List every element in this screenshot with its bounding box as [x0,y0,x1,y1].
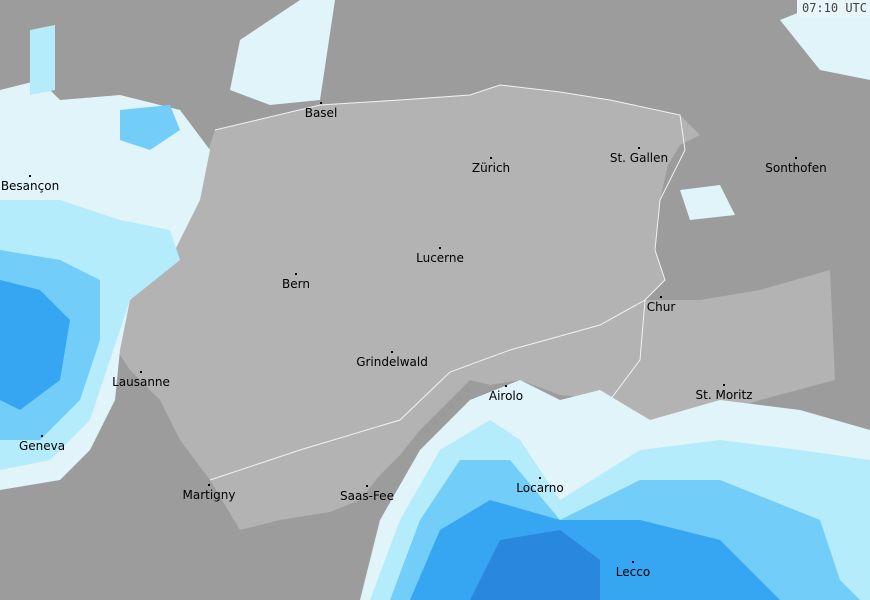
city-dot [140,371,142,373]
city-dot [366,485,368,487]
city-dot [490,157,492,159]
city-dot [505,385,507,387]
city-z-rich: Zürich [472,157,510,175]
city-st-gallen: St. Gallen [610,147,668,165]
city-dot [439,247,441,249]
city-geneva: Geneva [19,435,65,453]
city-label: Saas-Fee [340,489,394,503]
city-dot [320,102,322,104]
city-grindelwald: Grindelwald [356,351,428,369]
city-label: Basel [305,106,338,120]
city-label: Lecco [616,565,650,579]
city-dot [208,484,210,486]
city-label: St. Moritz [696,388,753,402]
city-airolo: Airolo [489,385,523,403]
city-dot [391,351,393,353]
city-dot [539,477,541,479]
city-dot [632,561,634,563]
city-bern: Bern [282,273,310,291]
city-martigny: Martigny [182,484,236,502]
city-besan-on: Besançon [1,175,59,193]
city-label: St. Gallen [610,151,668,165]
city-st-moritz: St. Moritz [696,384,753,402]
city-lucerne: Lucerne [416,247,464,265]
city-dot [723,384,725,386]
city-label: Lucerne [416,251,464,265]
borders [209,84,686,481]
city-label: Martigny [182,488,235,502]
city-locarno: Locarno [516,477,564,495]
city-chur: Chur [647,296,676,314]
city-label: Chur [647,300,676,314]
city-dot [660,296,662,298]
city-lecco: Lecco [616,561,650,579]
city-label: Sonthofen [765,161,826,175]
city-markers: Basel Zürich St. Gallen Sonthofen Besançon Lu… [1,102,827,579]
city-dot [795,157,797,159]
timestamp: 07:10 UTC [796,0,870,17]
city-label: Besançon [1,179,59,193]
city-label: Airolo [489,389,523,403]
city-lausanne: Lausanne [112,371,170,389]
city-label: Locarno [516,481,563,495]
city-dot [638,147,640,149]
city-saas-fee: Saas-Fee [340,485,394,503]
city-label: Grindelwald [356,355,428,369]
switzerland-region [110,85,835,530]
city-label: Geneva [19,439,65,453]
city-basel: Basel [305,102,338,120]
city-dot [29,175,31,177]
city-sonthofen: Sonthofen [765,157,827,175]
city-label: Zürich [472,161,510,175]
city-dot [295,273,297,275]
city-label: Lausanne [112,375,170,389]
city-dot [41,435,43,437]
city-label: Bern [282,277,310,291]
